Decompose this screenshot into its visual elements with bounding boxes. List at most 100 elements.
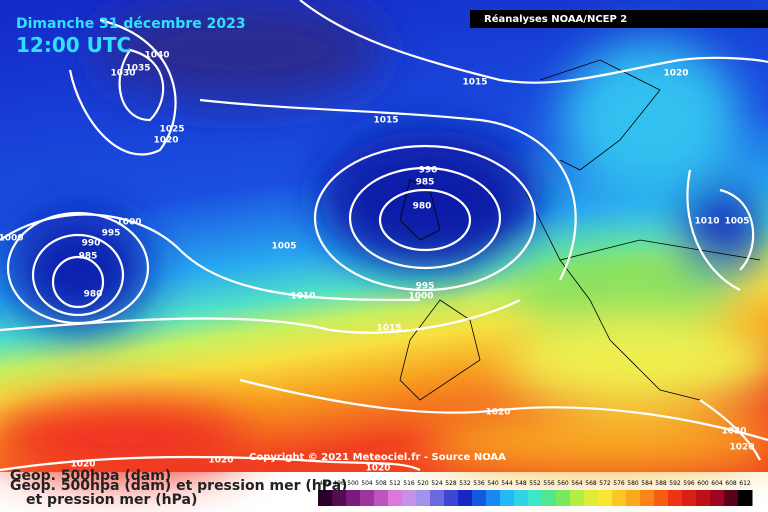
isobar-label: 1005 [271, 242, 296, 252]
isobar-label: 990 [419, 166, 438, 176]
colorbar-swatch [696, 490, 711, 506]
colorbar-tick-label: 500 [347, 480, 359, 487]
colorbar-tick-label: 540 [487, 480, 499, 487]
legend-line: Geop. 500hpa (dam) et pression mer (hPa) [10, 478, 347, 494]
isobar-label: 1025 [159, 125, 184, 135]
colorbar-swatch [584, 490, 599, 506]
colorbar-swatch [556, 490, 571, 506]
colorbar-swatch [612, 490, 627, 506]
colorbar-swatch [710, 490, 725, 506]
colorbar-tick-label: 532 [459, 480, 471, 487]
colorbar-swatch [388, 490, 403, 506]
isobar-label: 1020 [153, 136, 178, 146]
colorbar-swatch [458, 490, 473, 506]
source-label: Réanalyses NOAA/NCEP 2 [484, 13, 627, 25]
isobar-label: 1040 [144, 51, 169, 61]
isobar-label: 995 [102, 229, 121, 239]
isobar-label: 1035 [125, 64, 150, 74]
colorbar-tick-label: 608 [725, 480, 737, 487]
colorbar-tick-label: 496 [333, 480, 345, 487]
colorbar-swatch [626, 490, 641, 506]
isobar-label: 1020 [208, 456, 233, 466]
isobar-label: 995 [416, 282, 435, 292]
colorbar-swatch [500, 490, 515, 506]
copyright: Copyright © 2021 Meteociel.fr - Source N… [249, 452, 506, 463]
colorbar-swatch [640, 490, 655, 506]
colorbar-tick-label: 568 [585, 480, 597, 487]
colorbar-swatch [514, 490, 529, 506]
colorbar-swatch [668, 490, 683, 506]
colorbar-tick-label: 584 [641, 480, 653, 487]
colorbar-swatch [444, 490, 459, 506]
colorbar-swatch [360, 490, 375, 506]
colorbar-swatch [542, 490, 557, 506]
colorbar-tick-label: 556 [543, 480, 555, 487]
colorbar-swatch [486, 490, 501, 506]
colorbar-swatch [416, 490, 431, 506]
colorbar-swatch [654, 490, 669, 506]
isobar-label: 990 [82, 239, 101, 249]
isobar-label: 1015 [373, 116, 398, 126]
colorbar-tick-label: 524 [431, 480, 443, 487]
isobar-label: 1005 [724, 217, 749, 227]
isobar-label: 1000 [116, 218, 141, 228]
colorbar-swatch [738, 490, 753, 506]
date-label: Dimanche 31 décembre 2023 [16, 16, 246, 32]
colorbar-swatch [570, 490, 585, 506]
isobar-label: 1015 [376, 324, 401, 334]
isobar-labels: 1040103510301025102010151015102099098598… [0, 51, 755, 474]
colorbar-tick-label: 492 [319, 480, 331, 487]
legend-line: Geop. 500hpa (dam) [10, 468, 171, 484]
isobars [0, 0, 768, 470]
colorbar-swatch [374, 490, 389, 506]
legend-line: et pression mer (hPa) [26, 492, 197, 508]
colorbar-tick-label: 528 [445, 480, 457, 487]
coastlines [399, 59, 761, 401]
colorbar-swatch [724, 490, 739, 506]
colorbar-tick-label: 552 [529, 480, 541, 487]
colorbar-tick-label: 560 [557, 480, 569, 487]
source-banner [470, 10, 768, 28]
isobar-label: 1020 [70, 460, 95, 470]
colorbar-tick-label: 612 [739, 480, 751, 487]
colorbar-tick-label: 520 [417, 480, 429, 487]
colorbar: 492 496 500 504 508 512 516 520 524 528 532 536 540 5… [318, 480, 753, 506]
colorbar-tick-label: 564 [571, 480, 583, 487]
isobar-label: 1020 [729, 443, 754, 453]
colorbar-tick-label: 544 [501, 480, 513, 487]
colorbar-swatch [430, 490, 445, 506]
colorbar-tick-label: 572 [599, 480, 611, 487]
colorbar-tick-label: 596 [683, 480, 695, 487]
isobar-label: 1010 [290, 292, 315, 302]
field-shading [0, 0, 768, 480]
colorbar-tick-label: 604 [711, 480, 723, 487]
colorbar-tick-label: 580 [627, 480, 639, 487]
colorbar-tick-label: 576 [613, 480, 625, 487]
isobar-label: 1010 [694, 217, 719, 227]
colorbar-tick-label: 548 [515, 480, 527, 487]
colorbar-swatch [402, 490, 417, 506]
colorbar-swatch [682, 490, 697, 506]
isobar-label: 1000 [0, 234, 24, 244]
colorbar-swatch [332, 490, 347, 506]
isobar-label: 980 [84, 290, 103, 300]
isobar-label: 1020 [721, 427, 746, 437]
isobar-label: 980 [413, 202, 432, 212]
isobar-label: 985 [79, 252, 98, 262]
colorbar-swatch [528, 490, 543, 506]
colorbar-tick-label: 512 [389, 480, 401, 487]
colorbar-swatch [472, 490, 487, 506]
colorbar-swatch [346, 490, 361, 506]
time-label: 12:00 UTC [16, 33, 131, 57]
colorbar-tick-label: 536 [473, 480, 485, 487]
colorbar-tick-label: 588 [655, 480, 667, 487]
colorbar-swatch [318, 490, 333, 506]
colorbar-tick-label: 592 [669, 480, 681, 487]
colorbar-tick-label: 504 [361, 480, 373, 487]
isobar-label: 1020 [485, 408, 510, 418]
isobar-label: 1015 [462, 78, 487, 88]
colorbar-tick-label: 600 [697, 480, 709, 487]
isobar-label: 985 [416, 178, 435, 188]
isobar-label: 1020 [663, 69, 688, 79]
